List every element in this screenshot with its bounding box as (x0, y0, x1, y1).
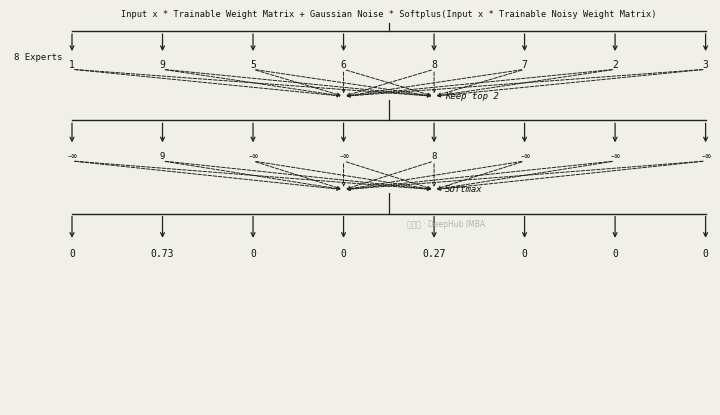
Text: 9: 9 (160, 60, 166, 70)
Text: -∞: -∞ (67, 152, 77, 161)
Text: -∞: -∞ (701, 152, 711, 161)
Text: 8: 8 (431, 60, 437, 70)
Text: 0.73: 0.73 (150, 249, 174, 259)
Text: 0: 0 (341, 249, 346, 259)
Text: 公众号 · DeepHub IMBA: 公众号 · DeepHub IMBA (408, 220, 485, 229)
Text: 3: 3 (703, 60, 708, 70)
Text: 8: 8 (431, 152, 437, 161)
Text: Keep top 2: Keep top 2 (445, 92, 499, 101)
Text: Input x * Trainable Weight Matrix + Gaussian Noise * Softplus(Input x * Trainabl: Input x * Trainable Weight Matrix + Gaus… (121, 10, 657, 19)
Text: 6: 6 (341, 60, 346, 70)
Text: 0.27: 0.27 (423, 249, 446, 259)
Text: 8 Experts: 8 Experts (14, 53, 63, 61)
Text: 9: 9 (160, 152, 165, 161)
Text: 2: 2 (612, 60, 618, 70)
Text: -∞: -∞ (338, 152, 349, 161)
Text: 7: 7 (521, 60, 528, 70)
Text: 5: 5 (250, 60, 256, 70)
Text: 0: 0 (521, 249, 528, 259)
Text: 0: 0 (250, 249, 256, 259)
Text: 0: 0 (69, 249, 75, 259)
Text: 0: 0 (612, 249, 618, 259)
Text: 0: 0 (703, 249, 708, 259)
Text: -∞: -∞ (519, 152, 530, 161)
Text: Softmax: Softmax (445, 185, 482, 194)
Text: -∞: -∞ (248, 152, 258, 161)
Text: -∞: -∞ (610, 152, 621, 161)
Text: 1: 1 (69, 60, 75, 70)
